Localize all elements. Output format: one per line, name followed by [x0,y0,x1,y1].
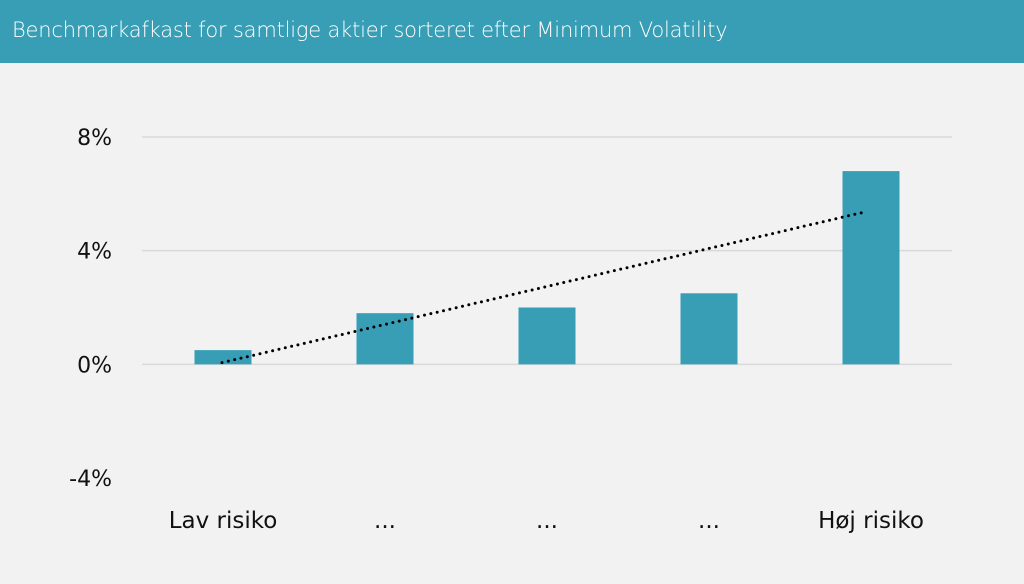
y-tick-label: -4% [69,467,112,492]
bar [518,307,576,365]
bar [356,313,414,365]
x-tick-label: ... [536,508,558,534]
trendline [220,209,869,365]
y-tick-label: 4% [77,240,112,265]
x-tick-label: Høj risiko [818,508,924,534]
bar [842,171,900,365]
y-tick-label: 8% [77,126,112,151]
bar [680,293,738,365]
x-tick-label: ... [698,508,720,534]
bar [194,350,252,365]
x-tick-label: ... [374,508,396,534]
title-bar: Benchmarkafkast for samtlige aktier sort… [0,0,1024,63]
chart-title: Benchmarkafkast for samtlige aktier sort… [12,18,728,42]
x-tick-label: Lav risiko [169,508,278,534]
y-tick-label: 0% [77,353,112,378]
